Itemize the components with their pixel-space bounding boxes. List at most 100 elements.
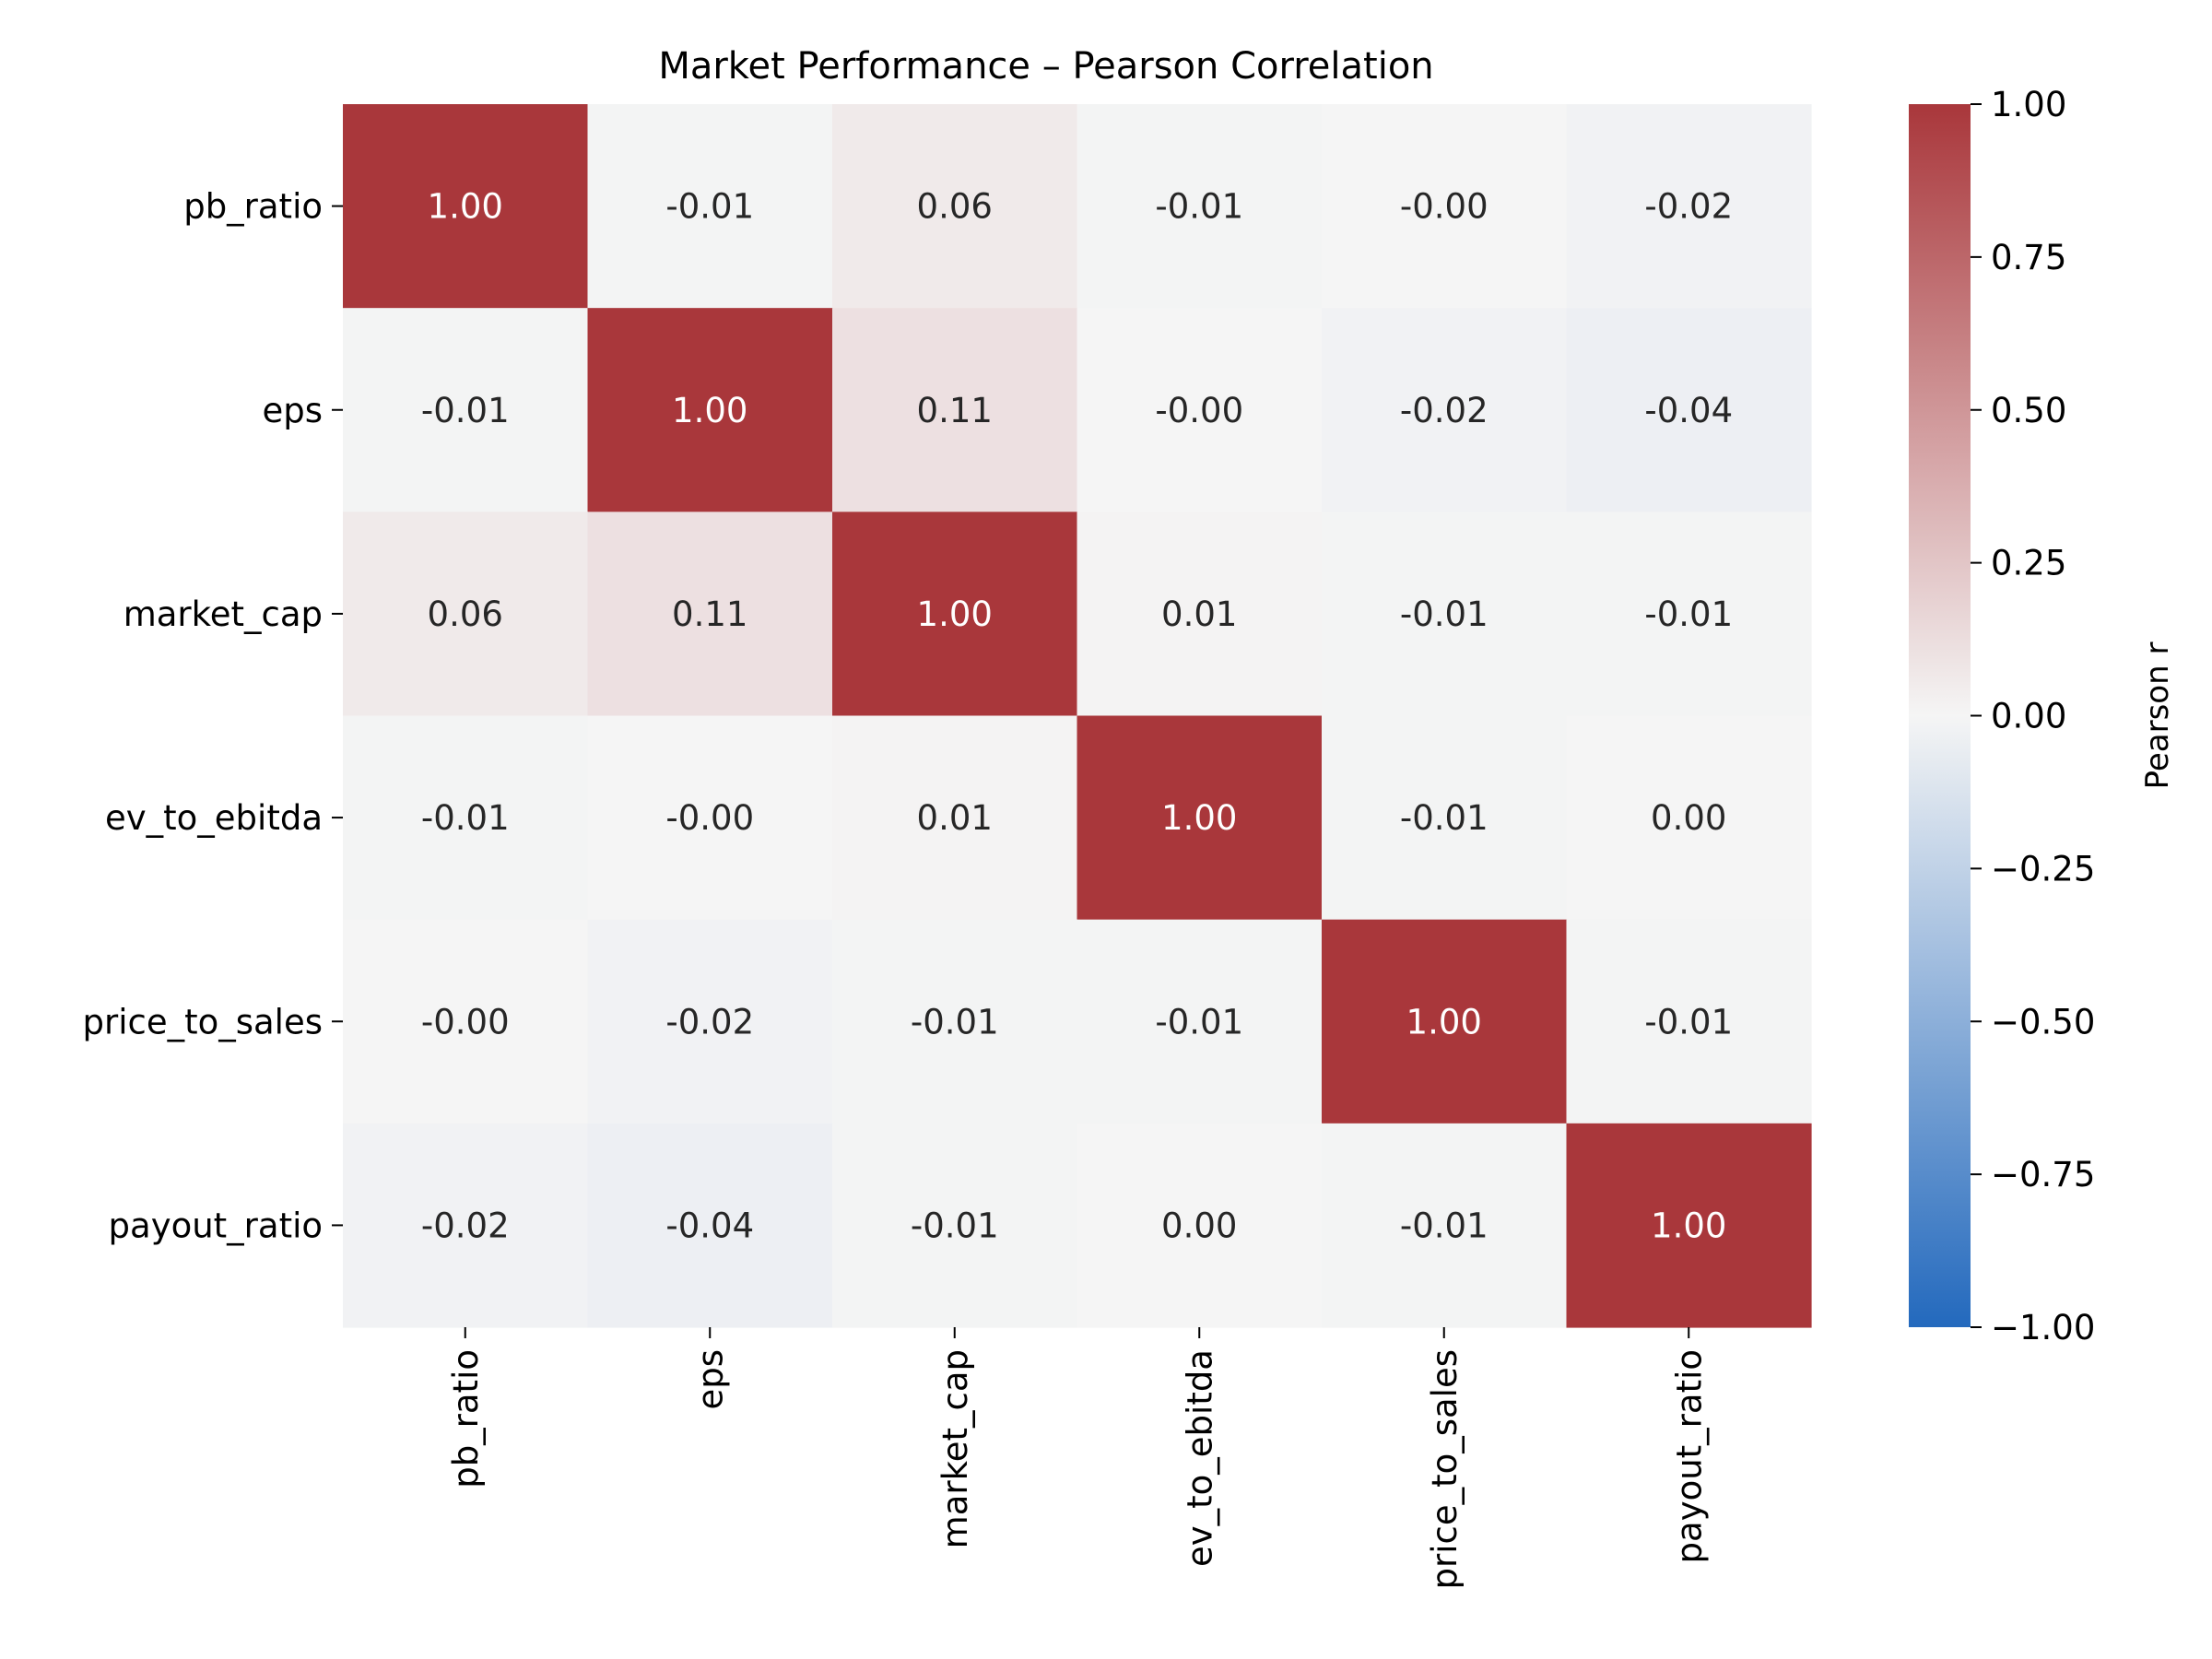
cell-value-label: -0.00: [665, 798, 754, 838]
cell-value-label: 0.11: [672, 594, 747, 634]
colorbar-ticks: 1.00 0.75 0.50 0.25 0.00 −0.25 −0.50 −0.75 −1.00: [1971, 85, 2095, 1347]
cell-value-label: -0.04: [1644, 391, 1733, 430]
heatmap-cell: [1322, 1123, 1568, 1328]
heatmap-cell-labels: 1.00 -0.01 0.06 -0.01 -0.00 -0.02 -0.01 1.00 0.1…: [421, 187, 1733, 1246]
heatmap-cell: [1077, 1123, 1323, 1328]
heatmap-cell: [1077, 512, 1323, 717]
row-tick-label: payout_ratio: [109, 1206, 323, 1245]
cell-value-label: -0.01: [1400, 798, 1488, 838]
heatmap-cell: [1322, 308, 1568, 512]
cell-value-label: -0.01: [1400, 594, 1488, 634]
cell-value-label: 0.00: [1651, 798, 1726, 838]
cell-value-label: -0.01: [1155, 187, 1243, 227]
column-tick-label: eps: [690, 1349, 730, 1410]
heatmap-cell: [1566, 104, 1812, 309]
heatmap-cell: [587, 104, 833, 309]
cell-value-label: -0.01: [421, 391, 510, 430]
cell-value-label: -0.01: [421, 798, 510, 838]
row-tick-label: price_to_sales: [83, 1002, 324, 1041]
heatmap-cell: [832, 919, 1078, 1124]
heatmap-cell: [587, 1123, 833, 1328]
cell-value-label: 0.01: [1161, 594, 1237, 634]
heatmap-cell: [1077, 715, 1323, 921]
cell-value-label: -0.02: [421, 1206, 510, 1245]
heatmap-cell: [832, 715, 1078, 921]
cell-value-label: 1.00: [428, 187, 503, 227]
cell-value-label: 1.00: [1651, 1206, 1726, 1245]
heatmap-cell: [1077, 308, 1323, 512]
heatmap-cell: [343, 715, 589, 921]
row-tick-label: pb_ratio: [183, 187, 323, 227]
column-tick-label: ev_to_ebitda: [1180, 1349, 1219, 1567]
heatmap-cell: [1077, 104, 1323, 309]
heatmap-cell: [1566, 1123, 1812, 1328]
heatmap-cell: [1077, 919, 1323, 1124]
heatmap-cell: [1322, 715, 1568, 921]
colorbar-tick-label: 0.00: [1991, 697, 2066, 736]
cell-value-label: 1.00: [1161, 798, 1237, 838]
colorbar-tick-label: 0.25: [1991, 544, 2066, 583]
cell-value-label: -0.01: [911, 1002, 999, 1041]
heatmap-cells: [343, 104, 1812, 1328]
heatmap-cell: [832, 512, 1078, 717]
heatmap-cell: [343, 512, 589, 717]
column-axis: pb_ratio eps market_cap ev_to_ebitda price_t…: [446, 1327, 1709, 1590]
cell-value-label: 1.00: [672, 391, 747, 430]
cell-value-label: 0.01: [917, 798, 993, 838]
colorbar-tick-label: 0.50: [1991, 391, 2066, 430]
cell-value-label: -0.02: [1400, 391, 1488, 430]
cell-value-label: -0.04: [665, 1206, 754, 1245]
colorbar: 1.00 0.75 0.50 0.25 0.00 −0.25 −0.50 −0.75 −1.00…: [1909, 85, 2176, 1347]
colorbar-label: Pearson r: [2139, 642, 2176, 790]
colorbar-tick-label: 1.00: [1991, 85, 2066, 124]
heatmap-cell: [343, 1123, 589, 1328]
heatmap-cell: [832, 1123, 1078, 1328]
row-tick-label: market_cap: [124, 594, 323, 634]
colorbar-tick-label: −1.00: [1991, 1308, 2095, 1347]
cell-value-label: -0.01: [1155, 1002, 1243, 1041]
heatmap-cell: [1322, 919, 1568, 1124]
column-tick-label: price_to_sales: [1425, 1349, 1465, 1590]
colorbar-gradient: [1909, 104, 1971, 1327]
colorbar-tick-label: 0.75: [1991, 238, 2066, 277]
heatmap-cell: [1322, 512, 1568, 717]
cell-value-label: -0.01: [1644, 1002, 1733, 1041]
heatmap-cell: [343, 308, 589, 512]
row-tick-label: eps: [262, 391, 323, 430]
colorbar-tick-label: −0.50: [1991, 1002, 2095, 1041]
cell-value-label: 1.00: [1406, 1002, 1482, 1041]
heatmap-cell: [587, 715, 833, 921]
heatmap-cell: [343, 104, 589, 309]
column-tick-label: pb_ratio: [446, 1349, 486, 1488]
cell-value-label: -0.02: [665, 1002, 754, 1041]
heatmap-cell: [1566, 919, 1812, 1124]
colorbar-tick-label: −0.75: [1991, 1155, 2095, 1194]
heatmap-cell: [1566, 512, 1812, 717]
cell-value-label: -0.01: [911, 1206, 999, 1245]
cell-value-label: 1.00: [917, 594, 993, 634]
heatmap-cell: [587, 308, 833, 512]
cell-value-label: 0.06: [917, 187, 993, 227]
row-tick-label: ev_to_ebitda: [105, 798, 323, 838]
cell-value-label: -0.00: [1400, 187, 1488, 227]
cell-value-label: -0.01: [665, 187, 754, 227]
cell-value-label: -0.01: [1644, 594, 1733, 634]
cell-value-label: 0.00: [1161, 1206, 1237, 1245]
cell-value-label: -0.00: [421, 1002, 510, 1041]
heatmap-cell: [587, 512, 833, 717]
heatmap-cell: [1566, 308, 1812, 512]
colorbar-tick-label: −0.25: [1991, 849, 2095, 888]
column-tick-label: market_cap: [935, 1349, 975, 1548]
column-tick-label: payout_ratio: [1669, 1349, 1709, 1563]
chart-title: Market Performance – Pearson Correlation: [658, 45, 1433, 88]
heatmap-cell: [343, 919, 589, 1124]
cell-value-label: -0.02: [1644, 187, 1733, 227]
cell-value-label: 0.06: [428, 594, 503, 634]
heatmap-cell: [1322, 104, 1568, 309]
cell-value-label: -0.00: [1155, 391, 1243, 430]
cell-value-label: 0.11: [917, 391, 993, 430]
heatmap-cell: [587, 919, 833, 1124]
heatmap-cell: [832, 308, 1078, 512]
